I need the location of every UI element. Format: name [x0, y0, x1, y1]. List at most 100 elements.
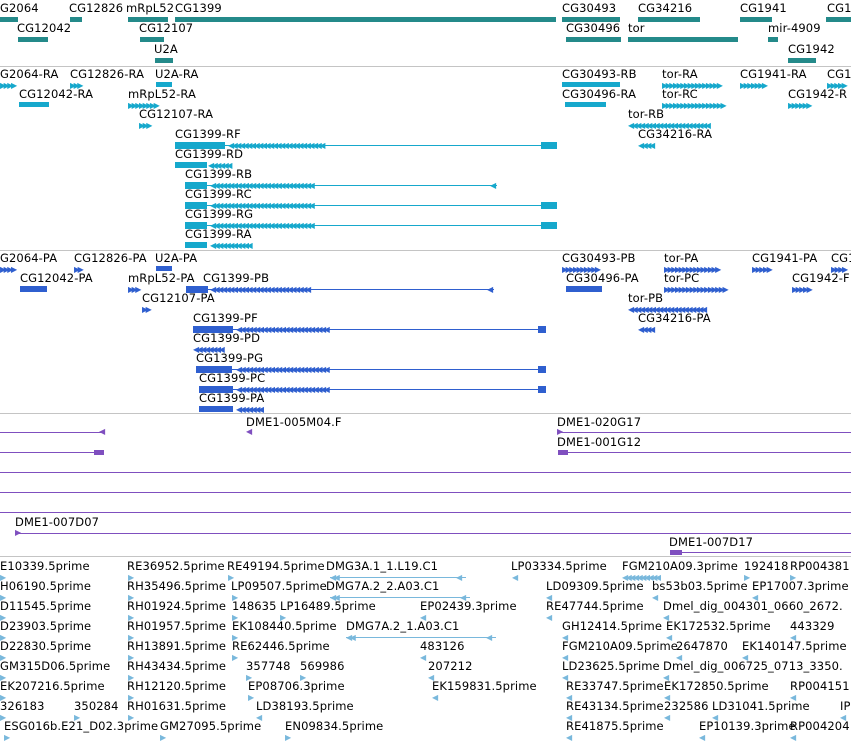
gene-feature[interactable]: [788, 58, 816, 63]
est-label[interactable]: EK172850.5prime: [664, 679, 769, 693]
transcript-feature[interactable]: ◀◀◀◀◀◀◀◀◀◀◀◀◀◀◀◀◀◀◀◀◀◀◀◀◀◀◀◀: [210, 202, 315, 210]
est-feature[interactable]: ◀◀◀◀◀◀◀◀◀◀: [622, 574, 661, 582]
est-label[interactable]: RP004204: [790, 719, 850, 733]
transcript-feature[interactable]: ▶▶▶▶▶▶: [788, 102, 812, 110]
est-feature[interactable]: ▶: [0, 594, 6, 602]
transcript-label[interactable]: CG1: [827, 67, 851, 81]
transcript-label-cg1399-rb[interactable]: CG1399-RB: [185, 167, 253, 181]
est-label[interactable]: H06190.5prime: [0, 579, 92, 593]
est-feature[interactable]: ▶: [0, 614, 6, 622]
gene-feature[interactable]: [768, 37, 778, 42]
protein-label[interactable]: mRpL52-PA: [128, 271, 195, 285]
est-label[interactable]: EK140147.5prime: [742, 639, 847, 653]
est-feature[interactable]: ◀: [562, 634, 568, 642]
est-label[interactable]: EP10139.3prime: [699, 719, 796, 733]
protein-label[interactable]: G2064-PA: [0, 251, 58, 265]
est-label[interactable]: D22830.5prime: [0, 639, 92, 653]
est-feature[interactable]: ◀: [699, 734, 705, 742]
est-feature[interactable]: ◀: [663, 674, 669, 682]
est-feature[interactable]: ▶: [128, 654, 134, 662]
transcript-label[interactable]: CG30496-RA: [562, 87, 637, 101]
est-label[interactable]: EN09834.5prime: [285, 719, 384, 733]
est-label[interactable]: RE47744.5prime: [546, 599, 644, 613]
gene-feature[interactable]: [0, 17, 18, 22]
est-label[interactable]: LD23625.5prime: [562, 659, 660, 673]
transcript-label[interactable]: CG34216-RA: [638, 127, 713, 141]
est-feature[interactable]: ◀: [562, 674, 568, 682]
protein-label[interactable]: tor-PC: [664, 271, 700, 285]
est-feature[interactable]: ▶: [232, 654, 238, 662]
est-feature[interactable]: ◀: [546, 614, 552, 622]
protein-exon[interactable]: [196, 366, 232, 373]
est-label[interactable]: LD09309.5prime: [546, 579, 644, 593]
est-feature[interactable]: ▶: [232, 614, 238, 622]
est-label[interactable]: E10339.5prime: [0, 559, 90, 573]
protein-exon[interactable]: [538, 386, 546, 393]
protein-label-cg1399-pc[interactable]: CG1399-PC: [199, 371, 266, 385]
transcript-feature[interactable]: ▶▶▶: [70, 82, 83, 90]
protein-label[interactable]: CG12042-PA: [20, 271, 93, 285]
est-label[interactable]: 569986: [300, 659, 345, 673]
est-feature[interactable]: ▶: [0, 654, 6, 662]
est-feature[interactable]: ▶: [160, 734, 166, 742]
transcript-feature[interactable]: ◀◀◀◀◀◀◀◀◀◀◀◀◀◀◀◀◀◀◀◀◀◀◀◀◀◀◀◀: [210, 222, 315, 230]
transcript-feature[interactable]: ◀◀◀◀: [638, 142, 655, 150]
transcript-exon[interactable]: [175, 162, 207, 168]
gene-label-mrpl52[interactable]: mRpL52: [126, 1, 175, 15]
est-label[interactable]: RH01924.5prime: [127, 599, 227, 613]
transcript-label[interactable]: CG12107-RA: [139, 107, 214, 121]
protein-feature[interactable]: ▶▶▶▶: [831, 266, 848, 274]
transcript-feature[interactable]: ◀◀◀◀◀◀◀◀◀◀◀: [210, 242, 253, 250]
protein-label-cg1399-pg[interactable]: CG1399-PG: [196, 351, 264, 365]
est-label[interactable]: 483126: [420, 639, 465, 653]
est-feature[interactable]: ◀: [742, 654, 748, 662]
transcript-feature[interactable]: [156, 82, 172, 87]
gene-label-cg30493[interactable]: CG30493: [562, 1, 617, 15]
protein-feature[interactable]: ◀◀◀◀◀◀◀◀◀◀◀◀◀◀◀◀◀◀◀◀◀◀◀◀◀: [236, 326, 330, 334]
transcript-feature[interactable]: ▶▶▶▶▶▶▶▶▶▶▶▶▶▶▶▶▶: [662, 102, 727, 110]
est-feature[interactable]: ▶: [4, 734, 10, 742]
protein-exon[interactable]: [538, 366, 546, 373]
est-label[interactable]: 2647870: [676, 639, 728, 653]
protein-label[interactable]: CG34216-PA: [638, 311, 711, 325]
est-label[interactable]: GM27095.5prime: [160, 719, 262, 733]
gene-feature[interactable]: [18, 37, 48, 42]
gene-feature[interactable]: [740, 17, 772, 22]
est-label[interactable]: RE49194.5prime: [227, 559, 325, 573]
protein-feature[interactable]: ▶▶: [142, 306, 152, 314]
clone-label[interactable]: DME1-007D17: [669, 535, 754, 549]
transcript-feature[interactable]: [19, 102, 49, 107]
est-label[interactable]: 326183: [0, 699, 45, 713]
clone-feature[interactable]: [0, 452, 104, 453]
est-label[interactable]: FGM210A09.3prime: [622, 559, 738, 573]
transcript-label-cg1399-rf[interactable]: CG1399-RF: [175, 127, 241, 141]
gene-label-g2064[interactable]: G2064: [0, 1, 39, 15]
est-label[interactable]: RE36952.5prime: [127, 559, 225, 573]
transcript-exon[interactable]: [185, 242, 207, 248]
est-feature[interactable]: ◀: [664, 714, 670, 722]
gene-label-tor[interactable]: tor: [628, 21, 645, 35]
protein-exon[interactable]: [199, 386, 233, 393]
protein-label[interactable]: CG1: [831, 251, 851, 265]
transcript-label[interactable]: CG12826-RA: [70, 67, 145, 81]
est-label[interactable]: bs53b03.5prime: [652, 579, 748, 593]
est-feature[interactable]: ▶: [0, 574, 6, 582]
est-label[interactable]: 357748: [246, 659, 291, 673]
est-feature[interactable]: ◀: [676, 654, 682, 662]
transcript-feature[interactable]: ▶▶▶▶: [0, 82, 17, 90]
transcript-feature[interactable]: [562, 82, 620, 87]
gene-feature[interactable]: [628, 37, 738, 42]
est-feature[interactable]: ▶: [248, 694, 254, 702]
protein-feature[interactable]: ▶▶▶▶▶▶▶▶▶▶▶▶▶▶▶▶▶: [664, 286, 729, 294]
protein-feature[interactable]: ▶▶▶: [128, 286, 141, 294]
est-feature[interactable]: ▶: [0, 714, 6, 722]
protein-feature[interactable]: ◀◀◀◀◀◀◀◀: [193, 346, 225, 354]
transcript-feature[interactable]: ▶▶▶: [139, 122, 152, 130]
transcript-label-cg1399-ra[interactable]: CG1399-RA: [185, 227, 252, 241]
transcript-label[interactable]: CG1942-R: [788, 87, 848, 101]
est-feature[interactable]: ▶: [300, 674, 306, 682]
est-feature[interactable]: ◀: [790, 734, 796, 742]
protein-exon[interactable]: [538, 326, 546, 333]
gene-label-cg34216[interactable]: CG34216: [638, 1, 693, 15]
